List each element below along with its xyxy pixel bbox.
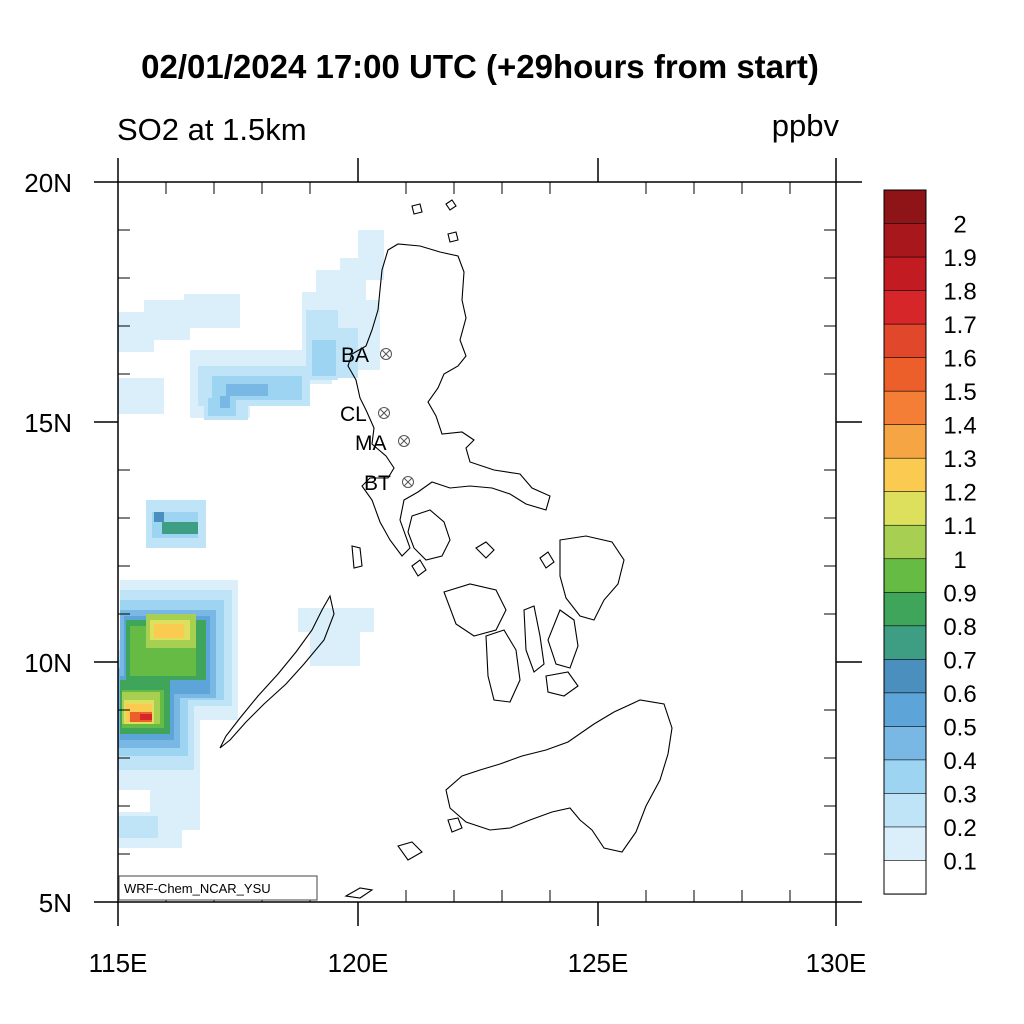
- colorbar-swatch: [883, 826, 927, 862]
- colorbar-swatch: [883, 558, 927, 593]
- colorbar-swatch: [883, 524, 927, 560]
- luzon-coastline: [347, 243, 551, 557]
- so2-field: [118, 230, 384, 848]
- colorbar-label: 1.6: [943, 346, 976, 373]
- site-label-ba: BA: [341, 344, 369, 367]
- colorbar-label: 1.4: [943, 413, 976, 440]
- lat-tick-label: 5N: [39, 888, 72, 918]
- colorbar-label: 0.3: [943, 781, 976, 808]
- mindanao-coastline: [445, 699, 673, 853]
- colorbar-label: 0.6: [943, 681, 976, 708]
- colorbar-label: 0.5: [943, 714, 976, 741]
- map-title: 02/01/2024 17:00 UTC (+29hours from star…: [141, 48, 819, 85]
- bohol-coastline: [545, 671, 579, 697]
- colorbar-label: 1.8: [943, 279, 976, 306]
- site-marker-bt: BT: [364, 472, 414, 495]
- samar-coastline: [559, 535, 625, 621]
- colorbar-swatch: [883, 390, 927, 426]
- colorbar-label: 0.7: [943, 647, 976, 674]
- colorbar-swatch: [883, 457, 927, 493]
- site-marker-cl: CL: [340, 403, 390, 426]
- colorbar-frame: [883, 189, 927, 895]
- colorbar-label: 0.9: [943, 580, 976, 607]
- credit-text: WRF-Chem_NCAR_YSU: [124, 881, 271, 896]
- colorbar-label: 2: [953, 212, 966, 239]
- minor-ticks: [118, 182, 836, 902]
- colorbar-label: 0.2: [943, 815, 976, 842]
- colorbar-swatch: [883, 189, 927, 225]
- negros-coastline: [485, 629, 521, 703]
- colorbar-swatch: [883, 290, 927, 325]
- colorbar-swatch: [883, 759, 927, 795]
- colorbar-swatch: [883, 659, 927, 694]
- colorbar-label: 0.4: [943, 748, 976, 775]
- major-ticks: [94, 158, 862, 926]
- site-marker-ba: BA: [341, 344, 392, 367]
- site-label-ma: MA: [355, 432, 387, 455]
- plot-frame: [117, 181, 837, 903]
- colorbar-swatch: [883, 491, 927, 526]
- colorbar-label: 1.9: [943, 245, 976, 272]
- colorbar-label: 0.8: [943, 614, 976, 641]
- lon-tick-label: 120E: [328, 948, 389, 978]
- lat-tick-label: 20N: [24, 168, 72, 198]
- lat-tick-label: 15N: [24, 408, 72, 438]
- colorbar-label: 1.7: [943, 312, 976, 339]
- colorbar-label: 1.5: [943, 379, 976, 406]
- lon-tick-label: 130E: [806, 948, 867, 978]
- colorbar-label: 0.1: [943, 848, 976, 875]
- mindoro-coastline: [407, 509, 451, 561]
- colorbar-swatch: [883, 424, 927, 459]
- colorbar-swatch: [883, 625, 927, 660]
- lon-tick-label: 125E: [568, 948, 629, 978]
- colorbar-swatch: [883, 860, 927, 895]
- lat-tick-label: 10N: [24, 648, 72, 678]
- panay-coastline: [443, 583, 507, 637]
- coastlines: [219, 199, 673, 899]
- lon-tick-label: 115E: [89, 948, 148, 978]
- field-label: SO2 at 1.5km: [117, 112, 307, 147]
- leyte-coastline: [547, 609, 579, 669]
- colorbar-swatch: [883, 692, 927, 727]
- site-label-bt: BT: [364, 472, 391, 495]
- credit-box: WRF-Chem_NCAR_YSU: [118, 875, 318, 901]
- units-label: ppbv: [771, 108, 839, 143]
- colorbar-swatch: [883, 357, 927, 392]
- colorbar-swatch: [883, 793, 927, 828]
- colorbar-label: 1.2: [943, 480, 976, 507]
- colorbar: [883, 189, 927, 895]
- colorbar-swatch: [883, 591, 927, 627]
- colorbar-label: 1.3: [943, 446, 976, 473]
- cebu-coastline: [523, 605, 545, 673]
- palawan-coastline: [219, 594, 335, 749]
- colorbar-label: 1: [953, 547, 966, 574]
- colorbar-swatch: [883, 256, 927, 292]
- site-marker-ma: MA: [355, 432, 410, 455]
- site-label-cl: CL: [340, 403, 367, 426]
- colorbar-label: 1.1: [943, 513, 976, 540]
- colorbar-swatch: [883, 726, 927, 761]
- colorbar-swatch: [883, 223, 927, 258]
- colorbar-swatch: [883, 323, 927, 359]
- colorbar-labels: 2 1.9 1.8 1.7 1.6 1.5 1.4 1.3 1.2 1.1 1 0.9 0.8 0.7 0.…: [943, 212, 976, 876]
